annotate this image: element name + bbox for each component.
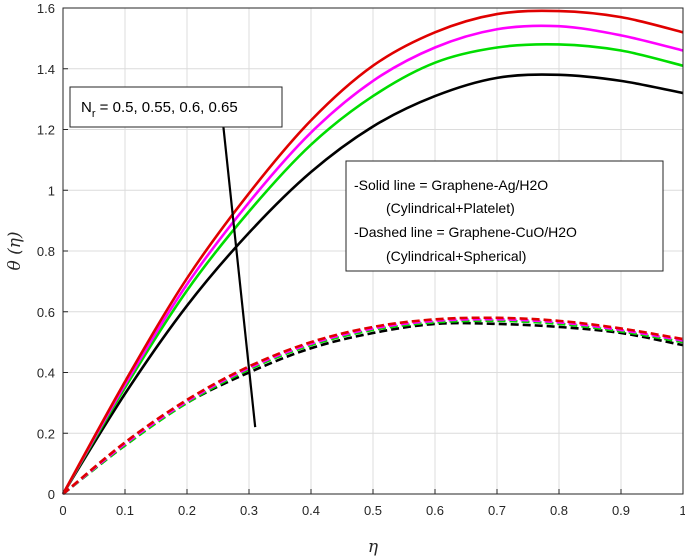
x-tick-label: 0 (59, 503, 66, 518)
legend-line-dashed-shape: (Cylindrical+Spherical) (386, 248, 526, 264)
y-tick-label: 0 (48, 487, 55, 502)
legend-box (345, 160, 664, 272)
series-layer (61, 9, 684, 496)
x-axis-label: η (368, 537, 379, 557)
legend-line-solid: -Solid line = Graphene-Ag/H2O (354, 177, 548, 193)
series-line-solid-1 (61, 73, 684, 495)
y-tick-label: 0.8 (37, 244, 55, 259)
series-line-dashed-4 (62, 316, 684, 495)
legend-line-solid-shape: (Cylindrical+Platelet) (386, 200, 515, 216)
y-axis-label: θ (η) (5, 231, 25, 270)
x-tick-label: 0.3 (240, 503, 258, 518)
x-tick-label: 1 (679, 503, 685, 518)
y-tick-label: 1.4 (37, 62, 55, 77)
y-tick-label: 0.4 (37, 366, 55, 381)
y-tick-label: 1.6 (37, 1, 55, 16)
tick-labels: 0 0.1 0.2 0.3 0.4 0.5 0.6 0.7 0.8 0.9 1 0 0.2 0.4 0.6 0… (37, 1, 685, 518)
nr-subscript: r (92, 108, 96, 120)
series-line-dashed-2 (62, 319, 684, 496)
y-tick-label: 0.2 (37, 426, 55, 441)
y-tick-label: 1.2 (37, 123, 55, 138)
nr-values: = 0.5, 0.55, 0.6, 0.65 (96, 99, 238, 116)
series-line-dashed-3 (62, 317, 684, 496)
nr-annotation: Nr = 0.5, 0.55, 0.6, 0.65 (69, 86, 283, 128)
x-tick-label: 0.7 (488, 503, 506, 518)
x-tick-label: 0.8 (550, 503, 568, 518)
x-tick-label: 0.5 (364, 503, 382, 518)
series-line-solid-4 (61, 9, 684, 495)
x-tick-label: 0.9 (612, 503, 630, 518)
legend-line-dashed: -Dashed line = Graphene-CuO/H2O (354, 224, 577, 240)
series-line-solid-2 (61, 42, 684, 495)
x-tick-label: 0.1 (116, 503, 134, 518)
x-tick-label: 0.6 (426, 503, 444, 518)
y-tick-label: 0.6 (37, 305, 55, 320)
y-tick-label: 1 (48, 183, 55, 198)
x-tick-label: 0.2 (178, 503, 196, 518)
nr-symbol: N (81, 99, 92, 116)
nr-annotation-box (69, 86, 283, 128)
line-style-legend: -Solid line = Graphene-Ag/H2O (Cylindric… (345, 160, 664, 272)
x-tick-label: 0.4 (302, 503, 320, 518)
series-line-solid-3 (61, 24, 684, 495)
trend-arrow-shaft (221, 119, 257, 428)
nr-annotation-text: Nr = 0.5, 0.55, 0.6, 0.65 (81, 99, 238, 120)
